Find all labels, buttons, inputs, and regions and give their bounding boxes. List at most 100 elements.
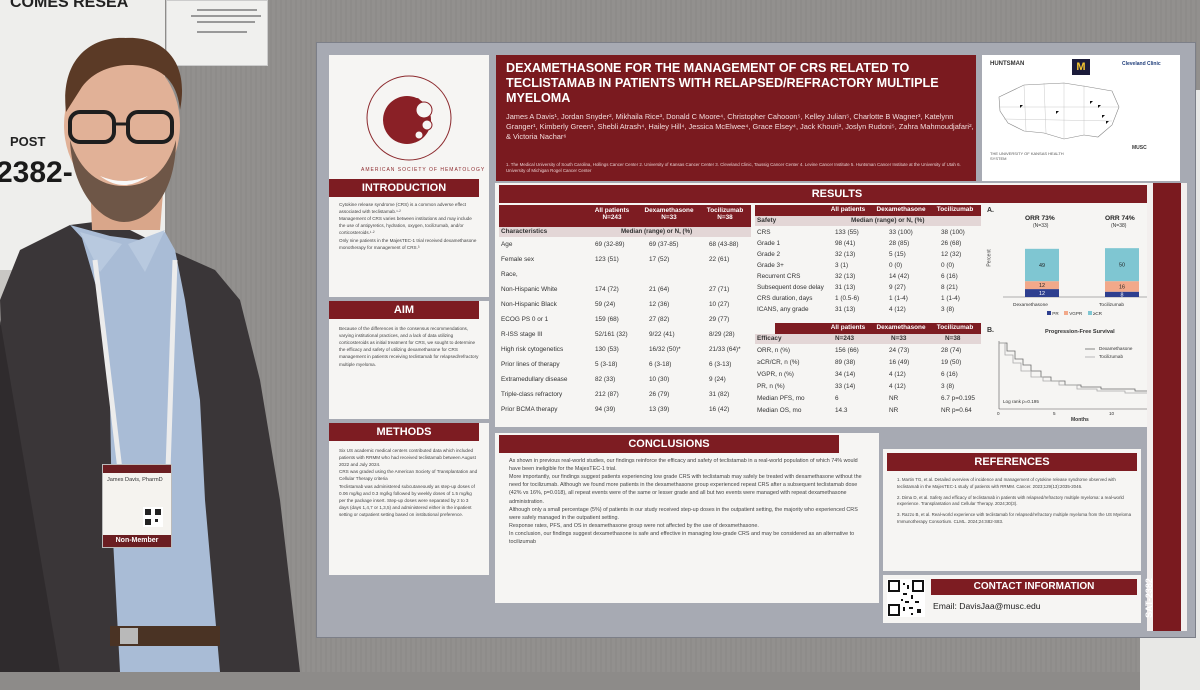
response-bar-segment [1105, 248, 1139, 282]
pfs-pvalue: Log rank p=0.195 [1003, 399, 1039, 404]
characteristics-cell: Age [501, 241, 513, 248]
efficacy-col-toci: Tocilizumab [936, 324, 974, 331]
badge-name: James Davis, PharmD [107, 477, 163, 483]
safety-row: CRS 133 (55) 33 (100) 38 (100) [755, 229, 981, 241]
characteristics-cell: 123 (51) [595, 256, 619, 263]
safety-cell: Grade 1 [757, 240, 781, 247]
safety-col-dex: Dexamethasone [876, 206, 926, 213]
pfs-xlabel: Months [1071, 417, 1089, 423]
characteristics-cell: 69 (37-85) [649, 241, 679, 248]
efficacy-cell: 28 (74) [941, 347, 962, 354]
methods-panel: METHODS Six US academic medical centers … [329, 423, 489, 575]
safety-cell: 14 (42) [889, 273, 910, 280]
safety-cell: 4 (12) [889, 306, 906, 313]
efficacy-cell: Median PFS, mo [757, 395, 805, 402]
pfs-xtick: 0 [997, 411, 1000, 416]
characteristics-cell: Extramedullary disease [501, 376, 568, 383]
pfs-chart: B. Progression-Free Survival Dexamethaso… [985, 325, 1175, 425]
characteristics-cell: 130 (53) [595, 346, 619, 353]
society-logo-text: AMERICAN SOCIETY OF HEMATOLOGY [361, 167, 486, 173]
results-heading: RESULTS [499, 185, 1175, 203]
institution-logos: HUNTSMAN M Cleveland Clinic MUSC THE UNI… [982, 55, 1180, 181]
safety-cell: 9 (27) [889, 284, 906, 291]
panel-a-label: A. [987, 207, 994, 214]
characteristics-row: Prior BCMA therapy 94 (39) 13 (39) 16 (42) [499, 406, 751, 418]
conclusions-bullet: More importantly, our findings suggest p… [509, 474, 862, 505]
safety-subheader-row [755, 216, 981, 226]
characteristics-subheader-row [499, 227, 751, 237]
characteristics-cell: Female sex [501, 256, 535, 263]
conclusions-heading: CONCLUSIONS [499, 435, 839, 453]
side-band [1153, 183, 1181, 631]
pinned-paper [166, 0, 268, 66]
safety-cell: Recurrent CRS [757, 273, 801, 280]
safety-row: Subsequent dose delay 31 (13) 9 (27) 8 (21) [755, 284, 981, 296]
references-heading: REFERENCES [887, 453, 1137, 471]
pfs-title: Progression-Free Survival [1045, 329, 1115, 335]
response-bar-segment [1025, 281, 1059, 290]
safety-cell: 32 (13) [835, 251, 856, 258]
characteristics-cell: High risk cytogenetics [501, 346, 564, 353]
badge-qr [143, 507, 163, 527]
characteristics-cell: 69 (32-89) [595, 241, 625, 248]
efficacy-row: ORR, n (%) 156 (66) 24 (73) 28 (74) [755, 347, 981, 359]
efficacy-row: PR, n (%) 33 (14) 4 (12) 3 (8) [755, 383, 981, 395]
neighbor-poster-label: POST [10, 134, 46, 149]
safety-row: CRS duration, days 1 (0.5-6) 1 (1-4) 1 (1-4… [755, 295, 981, 307]
references-body: 1. Martin TG, et al. Detailed overview o… [897, 477, 1133, 526]
pfs-curve-dex [999, 342, 1163, 392]
references-panel: REFERENCES 1. Martin TG, et al. Detailed… [883, 449, 1141, 571]
methods-bullet: CRS was graded using the American Societ… [339, 469, 478, 482]
safety-cell: 8 (21) [941, 284, 958, 291]
badge-tag: Non-Member [103, 535, 171, 547]
safety-cell: Subsequent dose delay [757, 284, 824, 291]
characteristics-row: R-ISS stage III 52/161 (32) 9/22 (41) 8/29 … [499, 331, 751, 343]
characteristics-cell: 27 (82) [649, 316, 670, 323]
methods-bullet: Six US academic medical centers contribu… [339, 448, 476, 468]
efficacy-cell: Median OS, mo [757, 407, 802, 414]
introduction-bullet: Only nine patients in the MajesTEC-1 tri… [339, 237, 477, 250]
aim-heading: AIM [329, 301, 479, 319]
response-bar-label: 16 [1119, 284, 1125, 290]
efficacy-cell: VGPR, n (%) [757, 371, 794, 378]
efficacy-n-all: N=243 [835, 335, 855, 342]
response-bar-segment [1025, 289, 1059, 297]
characteristics-cell: 12 (36) [649, 301, 670, 308]
toci-orr-n: (N=38) [1111, 223, 1127, 229]
efficacy-section-label: Efficacy [757, 335, 782, 342]
safety-cell: 32 (13) [835, 273, 856, 280]
dex-orr-title: ORR 73% [1025, 215, 1055, 222]
efficacy-cell: ≥CR/CR, n (%) [757, 359, 800, 366]
introduction-bullet: Management of CRS varies between institu… [339, 216, 472, 236]
efficacy-cell: 89 (38) [835, 359, 856, 366]
efficacy-table-header [775, 323, 981, 334]
efficacy-cell: 16 (49) [889, 359, 910, 366]
characteristics-cell: ECOG PS 0 or 1 [501, 316, 549, 323]
safety-row: Grade 3+ 3 (1) 0 (0) 0 (0) [755, 262, 981, 274]
characteristics-table-header [499, 205, 751, 227]
safety-cell: 3 (1) [835, 262, 849, 269]
characteristics-cell: 16 (42) [709, 406, 730, 413]
characteristics-cell: 31 (82) [709, 391, 730, 398]
safety-cell: 31 (13) [835, 284, 856, 291]
introduction-bullet: Cytokine release syndrome (CRS) is a com… [339, 202, 467, 215]
efficacy-cell: 33 (14) [835, 383, 856, 390]
safety-cell: Grade 2 [757, 251, 781, 258]
characteristics-row: Race, [499, 271, 751, 283]
panel-b-label: B. [987, 327, 994, 334]
characteristics-row: Non-Hispanic White 174 (72) 21 (64) 27 (71) [499, 286, 751, 298]
response-bar-segment [1025, 248, 1059, 282]
research-poster: AMERICAN SOCIETY OF HEMATOLOGY DEXAMETHA… [316, 42, 1196, 638]
efficacy-cell: 24 (73) [889, 347, 910, 354]
safety-cell: ICANS, any grade [757, 306, 809, 313]
safety-cell: 133 (55) [835, 229, 859, 236]
characteristics-cell: 212 (87) [595, 391, 619, 398]
characteristics-row: Age 69 (32-89) 69 (37-85) 68 (43-88) [499, 241, 751, 253]
efficacy-cell: 6 (16) [941, 371, 958, 378]
characteristics-row: Triple-class refractory 212 (87) 26 (79) 31… [499, 391, 751, 403]
safety-table: All patients Dexamethasone Tocilizumab S… [755, 205, 981, 317]
reference-item: 3. Razzo B, et al. Real-world experience… [897, 512, 1132, 525]
characteristics-cell: 8/29 (28) [709, 331, 735, 338]
safety-cell: CRS [757, 229, 771, 236]
efficacy-cell: NR [889, 395, 899, 402]
